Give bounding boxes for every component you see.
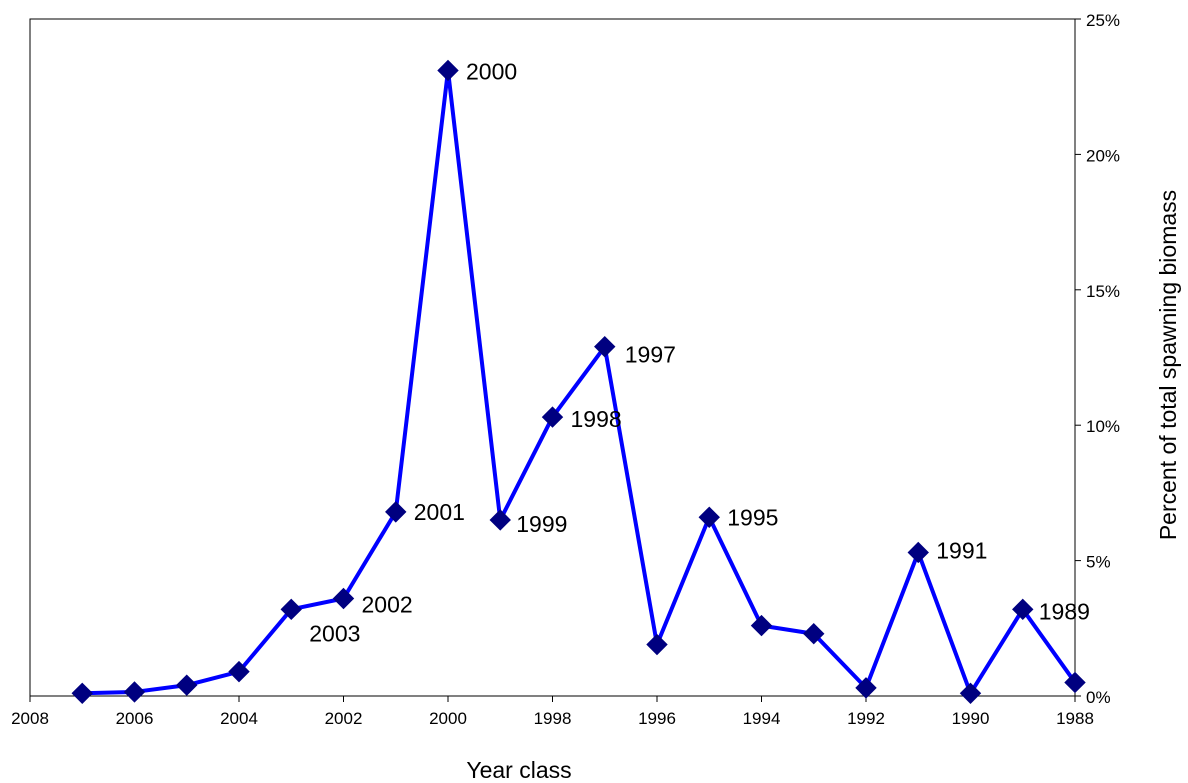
y-axis-label: Percent of total spawning biomass — [1155, 190, 1181, 540]
data-point-marker — [959, 682, 982, 704]
x-tick-label: 2002 — [325, 709, 363, 728]
data-point-marker — [489, 509, 511, 531]
series-line — [82, 68, 1077, 696]
data-point-marker — [228, 660, 250, 683]
point-label: 1999 — [516, 511, 567, 537]
y-tick-label: 25% — [1086, 11, 1120, 30]
data-point-marker — [1064, 671, 1086, 694]
data-point-marker — [855, 677, 877, 699]
x-tick-label: 2004 — [220, 709, 258, 728]
data-point-marker — [176, 674, 198, 696]
series-markers — [71, 59, 1086, 704]
data-point-marker — [280, 598, 302, 621]
x-tick-label: 1990 — [952, 709, 990, 728]
x-tick-label: 1988 — [1056, 709, 1094, 728]
point-label: 2000 — [466, 58, 517, 84]
data-point-marker — [1012, 598, 1034, 621]
point-label: 2003 — [309, 620, 360, 646]
data-point-marker — [646, 633, 668, 656]
x-tick-label: 1996 — [638, 709, 676, 728]
y-tick-label: 15% — [1086, 282, 1120, 301]
data-point-marker — [594, 335, 616, 358]
x-tick-label: 2008 — [11, 709, 49, 728]
y-axis-ticks: 0% 5% 10% 15% 20% 25% — [1075, 11, 1120, 707]
y-tick-label: 10% — [1086, 417, 1120, 436]
data-point-marker — [123, 681, 146, 703]
plot-area — [29, 18, 1076, 697]
data-point-marker — [332, 587, 355, 610]
point-label: 2002 — [362, 592, 413, 618]
x-axis-label: Year class — [466, 757, 571, 783]
data-point-marker — [71, 682, 93, 704]
point-label: 1991 — [936, 537, 987, 563]
y-tick-label: 5% — [1086, 553, 1111, 572]
x-tick-label: 2000 — [429, 709, 467, 728]
data-point-marker — [750, 614, 773, 637]
data-point-marker — [803, 623, 825, 645]
series-polyline — [82, 68, 1077, 696]
data-point-marker — [541, 406, 564, 428]
x-axis-ticks: 2008 2006 2004 2002 2000 1998 1996 1994 1992 1990… — [11, 696, 1094, 728]
x-tick-label: 2006 — [116, 709, 154, 728]
x-tick-label: 1992 — [847, 709, 885, 728]
y-tick-label: 20% — [1086, 146, 1120, 165]
y-tick-label: 0% — [1086, 688, 1111, 707]
data-point-marker — [385, 501, 407, 523]
data-point-marker — [907, 541, 929, 564]
data-point-marker — [437, 59, 459, 82]
x-tick-label: 1998 — [534, 709, 572, 728]
point-label: 1995 — [727, 504, 778, 530]
point-label: 1989 — [1039, 598, 1090, 624]
data-point-marker — [698, 506, 720, 528]
point-label: 2001 — [414, 499, 465, 525]
point-label: 1998 — [571, 406, 622, 432]
x-tick-label: 1994 — [743, 709, 781, 728]
point-label: 1997 — [625, 342, 676, 368]
